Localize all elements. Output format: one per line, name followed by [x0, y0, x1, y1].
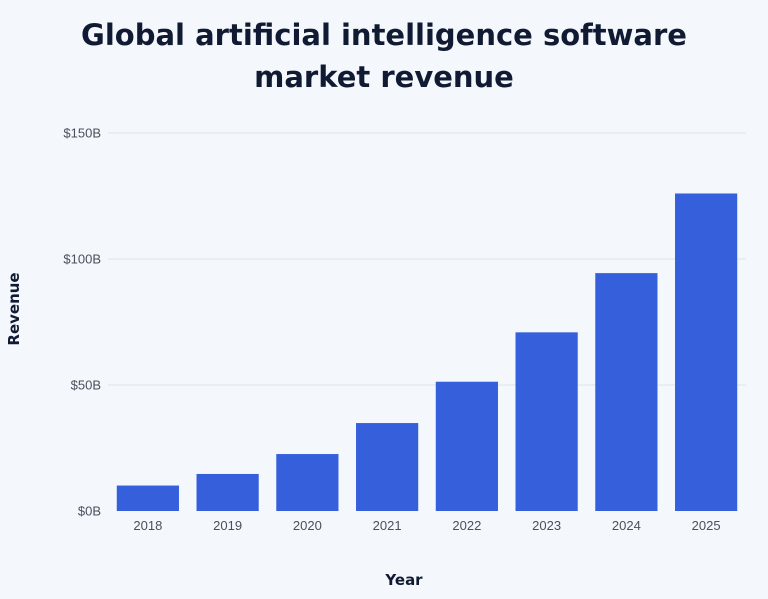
x-tick-label: 2025 [692, 518, 721, 533]
bar-2022 [435, 381, 498, 511]
y-axis-label: Revenue [5, 272, 23, 345]
bar-2021 [356, 423, 419, 511]
chart-title-line-2: market revenue [254, 60, 514, 94]
x-tick-label: 2022 [452, 518, 481, 533]
bar-2018 [116, 485, 179, 511]
x-tick-label: 2024 [612, 518, 641, 533]
x-tick-labels: 2018 2019 2020 2021 2022 2023 2024 2025 [133, 518, 720, 533]
x-tick-label: 2023 [532, 518, 561, 533]
bar-2020 [276, 454, 339, 511]
y-tick-label: $150B [63, 126, 101, 141]
y-tick-label: $0B [78, 504, 101, 519]
bar-2023 [515, 332, 578, 511]
bars [116, 193, 738, 512]
x-axis-label: Year [384, 571, 423, 589]
x-tick-label: 2018 [133, 518, 162, 533]
bar-2025 [675, 193, 738, 512]
y-tick-label: $50B [71, 378, 101, 393]
x-tick-label: 2021 [373, 518, 402, 533]
chart-title-line-1: Global artificial intelligence software [81, 18, 687, 52]
y-tick-labels: $0B $50B $100B $150B [63, 126, 101, 519]
x-tick-label: 2020 [293, 518, 322, 533]
chart-title: Global artificial intelligence software … [0, 14, 768, 98]
bar-2024 [595, 273, 658, 511]
x-tick-label: 2019 [213, 518, 242, 533]
y-tick-label: $100B [63, 252, 101, 267]
bar-2019 [196, 473, 259, 511]
